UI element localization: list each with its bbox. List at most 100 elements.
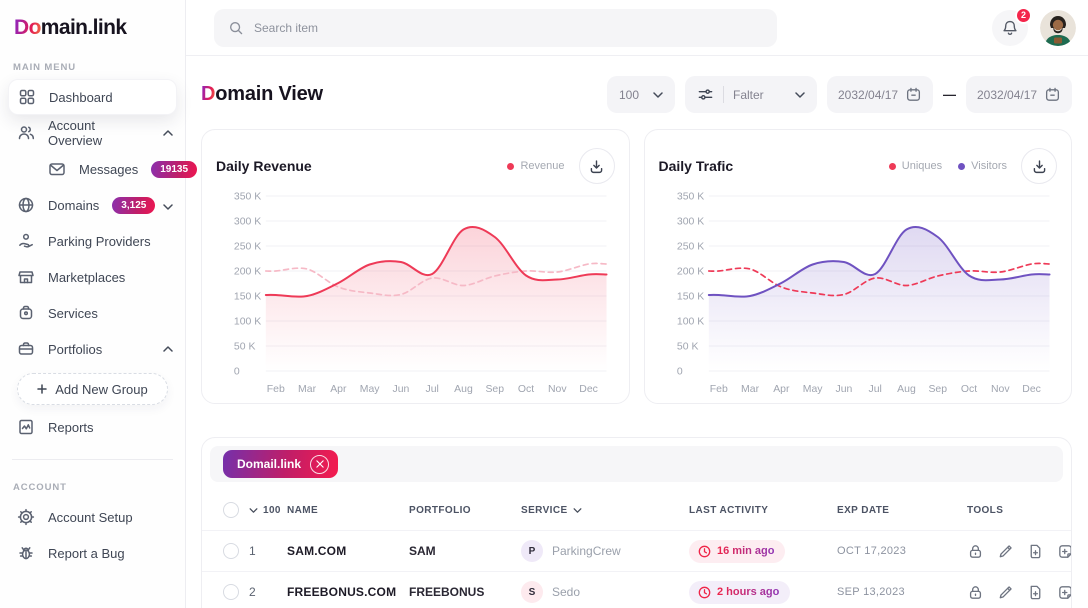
last-activity-text: 16 min ago	[717, 545, 775, 557]
service-name: Sedo	[552, 585, 581, 599]
column-header-service[interactable]: SERVICE	[521, 505, 689, 516]
divider	[723, 86, 724, 103]
download-chart-button[interactable]	[1021, 148, 1057, 184]
chevron-up-icon	[163, 130, 173, 136]
svg-text:250 K: 250 K	[234, 241, 261, 252]
lock-icon[interactable]	[967, 584, 984, 601]
svg-text:200 K: 200 K	[234, 266, 261, 277]
date-to-value: 2032/04/17	[977, 87, 1038, 102]
user-avatar[interactable]	[1040, 9, 1076, 46]
storefront-icon	[17, 268, 35, 286]
column-header-portfolio[interactable]: PORTFOLIO	[409, 504, 471, 516]
bell-icon	[1001, 19, 1019, 37]
sidebar-item-dashboard[interactable]: Dashboard	[8, 79, 177, 115]
avatar-image	[1040, 9, 1076, 46]
logo-rest: main.link	[40, 16, 127, 39]
sidebar-item-label: Messages	[79, 161, 139, 177]
row-number: 2	[249, 585, 256, 599]
file-add-icon[interactable]	[1027, 584, 1044, 601]
svg-text:Aug: Aug	[897, 384, 916, 395]
sidebar-item-domains[interactable]: Domains 3,125	[0, 187, 185, 223]
column-header-exp-date[interactable]: EXP DATE	[837, 504, 890, 516]
daily-traffic-card: Daily Trafic Uniques Visitors 350 K 300 K…	[643, 129, 1072, 404]
legend-label: Visitors	[971, 160, 1007, 172]
note-add-icon[interactable]	[1057, 584, 1071, 601]
page-size-value: 100	[619, 87, 640, 102]
row-checkbox[interactable]	[223, 584, 239, 600]
domains-table-card: Domail.link 100 NAME PORTFOLIO SERVICE L…	[201, 437, 1072, 608]
svg-text:Apr: Apr	[330, 384, 347, 395]
svg-text:Dec: Dec	[1022, 384, 1041, 395]
sidebar-item-report-a-bug[interactable]: Report a Bug	[0, 535, 185, 571]
note-add-icon[interactable]	[1057, 543, 1071, 560]
filter-select[interactable]: Falter	[685, 76, 817, 113]
bag-icon	[17, 304, 35, 322]
sidebar-item-label: Account Setup	[48, 509, 133, 525]
legend-item-uniques[interactable]: Uniques	[888, 160, 943, 172]
svg-text:Nov: Nov	[991, 384, 1010, 395]
sidebar-item-portfolios[interactable]: Portfolios	[0, 331, 185, 367]
sidebar-item-messages[interactable]: Messages 19135	[0, 151, 198, 187]
last-activity-text: 2 hours ago	[717, 586, 780, 598]
filter-label: Falter	[733, 87, 764, 102]
date-to-picker[interactable]: 2032/04/17	[966, 76, 1072, 113]
legend-item-revenue[interactable]: Revenue	[507, 160, 565, 172]
page-size-select[interactable]: 100	[607, 76, 675, 113]
topbar: 2	[186, 0, 1088, 56]
add-new-group-button[interactable]: Add New Group	[17, 373, 168, 405]
remove-filter-icon[interactable]	[310, 454, 330, 474]
notifications-button[interactable]: 2	[992, 6, 1032, 46]
sidebar-item-reports[interactable]: Reports	[0, 409, 185, 445]
svg-text:350 K: 350 K	[676, 191, 703, 202]
select-all-checkbox[interactable]	[223, 502, 239, 518]
svg-text:Jun: Jun	[392, 384, 409, 395]
download-chart-button[interactable]	[578, 148, 615, 184]
chevron-down-icon	[249, 507, 258, 513]
svg-text:Feb: Feb	[709, 384, 727, 395]
sidebar-item-marketplaces[interactable]: Marketplaces	[0, 259, 185, 295]
table-page-size[interactable]: 100	[249, 505, 287, 516]
filter-tag-label: Domail.link	[237, 457, 302, 471]
legend-label: Uniques	[901, 160, 943, 172]
search-input[interactable]	[254, 20, 763, 35]
column-header-last-activity[interactable]: LAST ACTIVITY	[689, 504, 769, 516]
globe-icon	[17, 196, 35, 214]
download-icon	[588, 158, 605, 175]
download-icon	[1031, 158, 1048, 175]
last-activity-badge: 16 min ago	[689, 539, 786, 563]
svg-text:Jul: Jul	[868, 384, 881, 395]
portfolio-name: SAM	[409, 544, 436, 558]
svg-text:May: May	[360, 384, 381, 395]
file-add-icon[interactable]	[1027, 543, 1044, 560]
lock-icon[interactable]	[967, 543, 984, 560]
svg-text:350 K: 350 K	[234, 191, 261, 202]
page-title-rest: omain View	[215, 83, 323, 105]
sidebar-item-parking-providers[interactable]: Parking Providers	[0, 223, 185, 259]
table-row: 2 FREEBONUS.COM FREEBONUS S Sedo 2 hours…	[202, 571, 1071, 608]
daily-revenue-chart: 350 K 300 K 250 K 200 K 150 K 100 K 50 K 0 Feb Ma…	[234, 191, 608, 395]
edit-icon[interactable]	[997, 584, 1014, 601]
column-header-name[interactable]: NAME	[287, 504, 319, 516]
sidebar-item-account-overview[interactable]: Account Overview	[0, 115, 185, 151]
sidebar-item-account-setup[interactable]: Account Setup	[0, 499, 185, 535]
sidebar-item-services[interactable]: Services	[0, 295, 185, 331]
date-range-separator: —	[943, 87, 956, 102]
portfolio-name: FREEBONUS	[409, 585, 485, 599]
date-from-value: 2032/04/17	[838, 87, 899, 102]
date-from-picker[interactable]: 2032/04/17	[827, 76, 933, 113]
row-checkbox[interactable]	[223, 543, 239, 559]
add-new-group-label: Add New Group	[55, 381, 148, 397]
svg-text:0: 0	[234, 366, 240, 377]
service-name: ParkingCrew	[552, 544, 621, 558]
page-header: Domain View 100 Falter 2032/04/17 —	[201, 76, 1072, 113]
edit-icon[interactable]	[997, 543, 1014, 560]
svg-text:50 K: 50 K	[676, 341, 698, 352]
main-menu-label: MAIN MENU	[13, 62, 76, 73]
chart-title: Daily Trafic	[658, 158, 734, 174]
service-initial-badge: P	[521, 540, 543, 562]
svg-text:150 K: 150 K	[676, 291, 703, 302]
svg-text:Oct: Oct	[518, 384, 534, 395]
svg-text:300 K: 300 K	[234, 216, 261, 227]
legend-item-visitors[interactable]: Visitors	[958, 160, 1007, 172]
